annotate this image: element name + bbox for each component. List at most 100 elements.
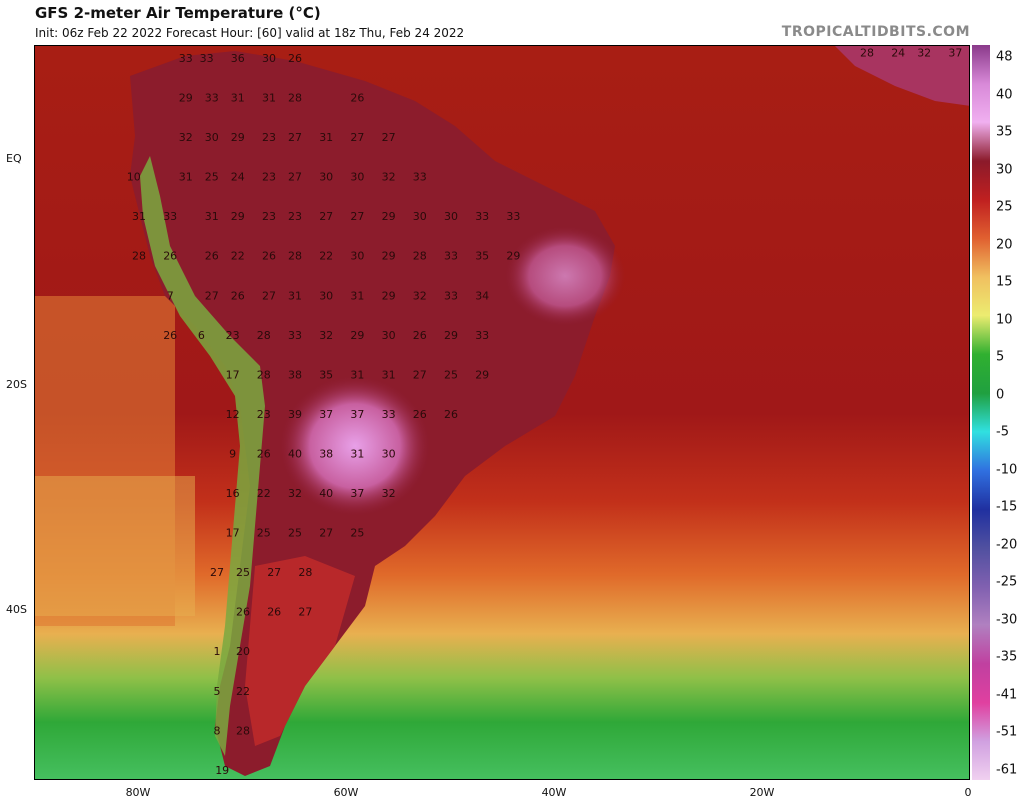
africa-corner: [835, 46, 969, 106]
temperature-value: 40: [288, 448, 302, 461]
temperature-value: 22: [236, 685, 250, 698]
lat-tick-40s: 40S: [6, 603, 27, 616]
temperature-value: 23: [262, 171, 276, 184]
temperature-value: 28: [132, 250, 146, 263]
temperature-value: 24: [231, 171, 245, 184]
chart-title: GFS 2-meter Air Temperature (°C): [35, 4, 321, 22]
colorbar-label: 10: [996, 312, 1013, 328]
temperature-value: 29: [444, 329, 458, 342]
temperature-value: 27: [319, 527, 333, 540]
temperature-value: 25: [444, 368, 458, 381]
temperature-value: 30: [382, 448, 396, 461]
temperature-value: 31: [350, 289, 364, 302]
temperature-value: 33: [205, 92, 219, 105]
lat-tick-eq: EQ: [6, 152, 22, 165]
patagonia-warm: [245, 556, 355, 746]
temperature-value: 22: [231, 250, 245, 263]
colorbar-label: 5: [996, 349, 1005, 365]
lat-tick-20s: 20S: [6, 378, 27, 391]
temperature-value: 28: [236, 724, 250, 737]
temperature-value: 27: [205, 289, 219, 302]
colorbar-label: -10: [996, 462, 1018, 478]
lon-tick-60w: 60W: [333, 786, 359, 799]
temperature-value: 32: [179, 131, 193, 144]
temperature-value: 31: [231, 92, 245, 105]
temperature-value: 33: [506, 210, 520, 223]
temperature-value: 38: [288, 368, 302, 381]
temperature-value: 10: [127, 171, 141, 184]
temperature-value: 26: [413, 329, 427, 342]
temperature-value: 9: [229, 448, 236, 461]
temperature-value: 30: [350, 171, 364, 184]
temperature-value: 40: [319, 487, 333, 500]
temperature-value: 30: [205, 131, 219, 144]
temperature-value: 33: [444, 250, 458, 263]
temperature-value: 33: [475, 329, 489, 342]
temperature-value: 30: [413, 210, 427, 223]
temperature-value: 26: [257, 448, 271, 461]
temperature-value: 33: [288, 329, 302, 342]
temperature-value: 39: [288, 408, 302, 421]
temperature-value: 37: [350, 408, 364, 421]
temperature-value: 28: [860, 46, 874, 59]
lon-tick-0: 0: [964, 786, 972, 799]
temperature-value: 1: [214, 645, 221, 658]
temperature-value: 30: [350, 250, 364, 263]
temperature-value: 31: [132, 210, 146, 223]
temperature-value: 25: [288, 527, 302, 540]
temperature-value: 26: [236, 606, 250, 619]
colorbar-label: -35: [996, 649, 1018, 665]
temperature-value: 25: [205, 171, 219, 184]
temperature-value: 29: [231, 210, 245, 223]
temperature-value: 37: [948, 46, 962, 59]
temperature-labels: 33 33 36 30 26 29 33 31 31 28 26 32 30 29 23 27 31 27 27 10…: [127, 46, 963, 777]
temperature-value: 29: [231, 131, 245, 144]
source-credit[interactable]: TROPICALTIDBITS.COM: [781, 24, 970, 40]
temperature-value: 27: [267, 566, 281, 579]
temperature-value: 27: [382, 131, 396, 144]
temperature-value: 23: [262, 210, 276, 223]
colorbar-label: -20: [996, 537, 1018, 553]
temperature-value: 5: [214, 685, 221, 698]
temperature-value: 32: [382, 487, 396, 500]
heat-dome-northeast: [505, 226, 625, 326]
temperature-value: 35: [475, 250, 489, 263]
temperature-value: 31: [288, 289, 302, 302]
colorbar-label: -61: [996, 762, 1018, 778]
temperature-value: 27: [350, 131, 364, 144]
andes-cool-strip: [140, 156, 265, 756]
lon-tick-40w: 40W: [541, 786, 567, 799]
heat-dome-chaco: [280, 376, 430, 516]
temperature-value: 31: [179, 171, 193, 184]
temperature-value: 38: [319, 448, 333, 461]
colorbar-label: 40: [996, 87, 1013, 103]
temperature-value: 31: [350, 448, 364, 461]
temperature-value: 29: [382, 250, 396, 263]
temperature-value: 26: [163, 250, 177, 263]
colorbar-label: -51: [996, 724, 1018, 740]
temperature-value: 28: [298, 566, 312, 579]
lon-tick-20w: 20W: [749, 786, 775, 799]
temperature-value: 25: [236, 566, 250, 579]
temperature-value: 26: [444, 408, 458, 421]
temperature-value: 25: [350, 527, 364, 540]
temperature-value: 24: [891, 46, 905, 59]
temperature-value: 28: [288, 250, 302, 263]
colorbar-label: 20: [996, 237, 1013, 253]
temperature-value: 33: [179, 52, 193, 65]
temperature-value: 27: [262, 289, 276, 302]
temperature-value: 28: [257, 329, 271, 342]
temperature-value: 33: [382, 408, 396, 421]
map-canvas: 33 33 36 30 26 29 33 31 31 28 26 32 30 29 23 27 31 27 27 10…: [35, 46, 969, 779]
temperature-value: 29: [506, 250, 520, 263]
temperature-value: 31: [319, 131, 333, 144]
temperature-value: 28: [257, 368, 271, 381]
temperature-value: 33: [475, 210, 489, 223]
temperature-value: 35: [319, 368, 333, 381]
temperature-value: 30: [319, 289, 333, 302]
temperature-value: 25: [257, 527, 271, 540]
colorbar-label: 0: [996, 387, 1005, 403]
colorbar-label: 15: [996, 274, 1013, 290]
temperature-value: 31: [350, 368, 364, 381]
temperature-value: 36: [231, 52, 245, 65]
